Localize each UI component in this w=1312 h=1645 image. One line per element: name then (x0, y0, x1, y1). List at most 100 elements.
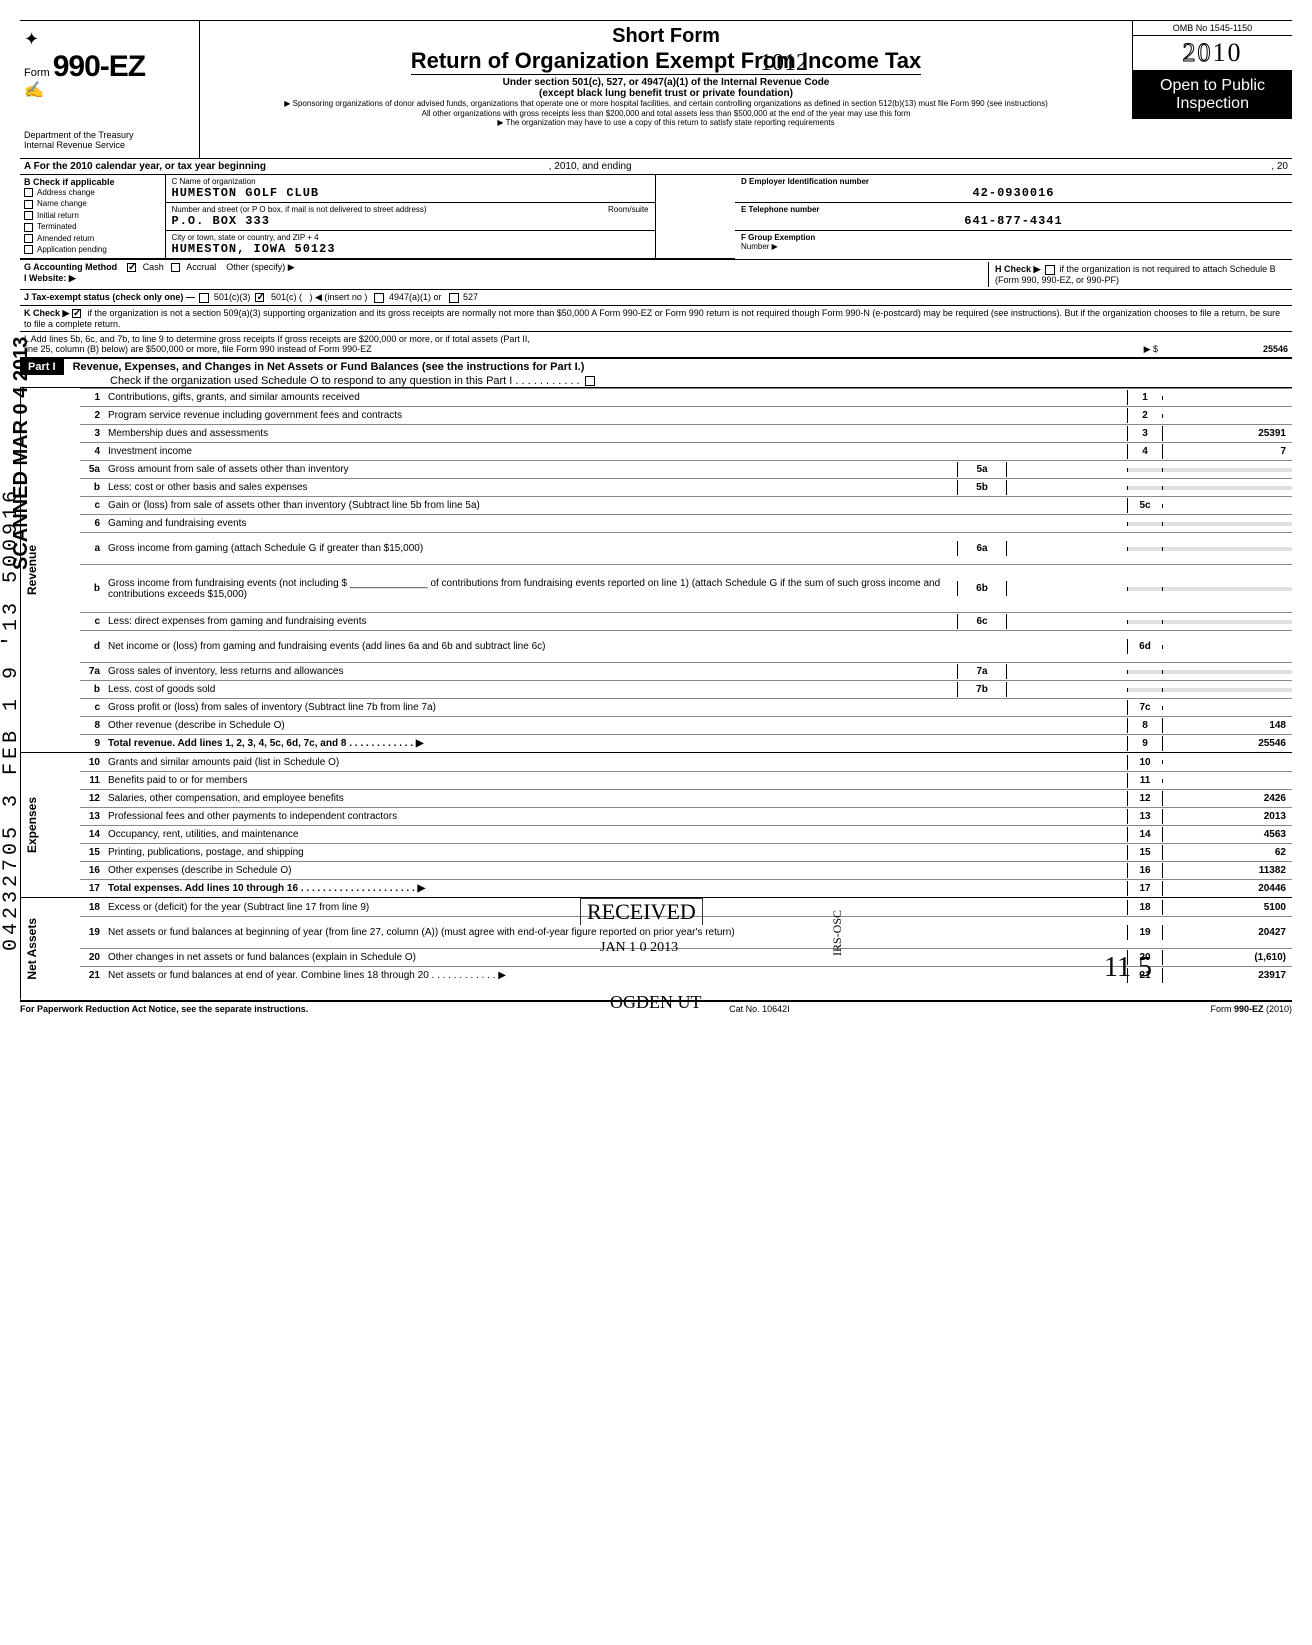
row-a-label: A For the 2010 calendar year, or tax yea… (24, 161, 266, 172)
lb7c: 7c (1127, 700, 1162, 715)
ln13: 13 (80, 811, 108, 822)
lt15: Printing, publications, postage, and shi… (108, 845, 1127, 860)
lv1 (1162, 396, 1292, 400)
checkbox-name[interactable] (24, 200, 33, 209)
ln2: 2 (80, 410, 108, 421)
lt8: Other revenue (describe in Schedule O) (108, 718, 1127, 733)
lt1: Contributions, gifts, grants, and simila… (108, 390, 1127, 405)
lt5a: Gross amount from sale of assets other t… (108, 462, 957, 477)
ln9: 9 (80, 738, 108, 749)
checkbox-terminated[interactable] (24, 223, 33, 232)
omb-cell: OMB No 1545-1150 2010 Open to Public Ins… (1132, 21, 1292, 119)
handwritten-bottom: 11 5 (1104, 952, 1152, 984)
year-prefix: 20 (1183, 38, 1213, 67)
lv6b (1162, 587, 1292, 591)
lt5c: Gain or (loss) from sale of assets other… (108, 498, 1127, 513)
lt21w: Net assets or fund balances at end of ye… (108, 968, 1127, 983)
ln4: 4 (80, 446, 108, 457)
checkbox-amended[interactable] (24, 234, 33, 243)
ln18: 18 (80, 902, 108, 913)
ln6: 6 (80, 518, 108, 529)
chk-name: Name change (37, 199, 87, 208)
open-to-public: Open to Public Inspection (1133, 71, 1292, 119)
lv10 (1162, 760, 1292, 764)
lt7c: Gross profit or (loss) from sales of inv… (108, 700, 1127, 715)
i-label: I Website: ▶ (24, 273, 76, 283)
lv8: 148 (1162, 718, 1292, 733)
checkbox-501c3[interactable] (199, 293, 209, 303)
lb7bs (1127, 688, 1162, 692)
lb17: 17 (1127, 881, 1162, 896)
checkbox-pending[interactable] (24, 245, 33, 254)
ln17: 17 (80, 883, 108, 894)
subtext-5: ▶ The organization may have to use a cop… (220, 118, 1112, 128)
ln20: 20 (80, 952, 108, 963)
expenses-label: Expenses (20, 753, 80, 897)
ein: 42-0930016 (741, 186, 1286, 200)
lv18: 5100 (1162, 900, 1292, 915)
lt17w: Total expenses. Add lines 10 through 16 … (108, 881, 1127, 896)
checkbox-4947[interactable] (374, 293, 384, 303)
checkbox-part1[interactable] (585, 376, 595, 386)
lv5c (1162, 504, 1292, 508)
section-b: B Check if applicable Address change Nam… (20, 175, 165, 259)
lv9: 25546 (1162, 736, 1292, 751)
ln10: 10 (80, 757, 108, 768)
lt14: Occupancy, rent, utilities, and maintena… (108, 827, 1127, 842)
lv6 (1162, 522, 1292, 526)
lb6 (1127, 522, 1162, 526)
lt6a: Gross income from gaming (attach Schedul… (108, 541, 957, 556)
lv5a (1162, 468, 1292, 472)
checkbox-k[interactable] (72, 309, 81, 318)
netassets-label: Net Assets (20, 898, 80, 1000)
ln1: 1 (80, 392, 108, 403)
j-opt3: 4947(a)(1) or (389, 292, 442, 302)
lv19: 20427 (1162, 925, 1292, 940)
ln15: 15 (80, 847, 108, 858)
c-label: C Name of organization (172, 177, 649, 186)
ln11: 11 (80, 775, 108, 786)
lv15: 62 (1162, 845, 1292, 860)
ln5c: c (80, 500, 108, 511)
subtitle-1: Under section 501(c), 527, or 4947(a)(1)… (220, 77, 1112, 88)
checkbox-527[interactable] (449, 293, 459, 303)
received-stamp: RECEIVED (580, 898, 703, 925)
lv12: 2426 (1162, 791, 1292, 806)
ln21: 21 (80, 970, 108, 981)
accrual-label: Accrual (186, 262, 216, 272)
lt5b: Less: cost or other basis and sales expe… (108, 480, 957, 495)
lb15: 15 (1127, 845, 1162, 860)
chk-amend: Amended return (37, 234, 94, 243)
checkbox-501c[interactable] (255, 293, 264, 302)
lv20: (1,610) (1162, 950, 1292, 965)
checkbox-accrual[interactable] (171, 263, 180, 272)
lv6d (1162, 645, 1292, 649)
ln8: 8 (80, 720, 108, 731)
revenue-section: Revenue 1Contributions, gifts, grants, a… (20, 388, 1292, 752)
j-opt1: 501(c)(3) (214, 292, 251, 302)
lt3: Membership dues and assessments (108, 426, 1127, 441)
lv7as (1162, 670, 1292, 674)
f-label2: Number ▶ (741, 242, 1286, 251)
l-value: 25546 (1158, 344, 1288, 355)
checkbox-cash[interactable] (127, 263, 136, 272)
lt2: Program service revenue including govern… (108, 408, 1127, 423)
lb18: 18 (1127, 900, 1162, 915)
checkbox-initial[interactable] (24, 211, 33, 220)
chk-term: Terminated (37, 222, 77, 231)
row-a: A For the 2010 calendar year, or tax yea… (20, 159, 1292, 175)
lt17: Total expenses. Add lines 10 through 16 (108, 883, 298, 894)
lv13: 2013 (1162, 809, 1292, 824)
lb2: 2 (1127, 408, 1162, 423)
lb6d: 6d (1127, 639, 1162, 654)
lt13: Professional fees and other payments to … (108, 809, 1127, 824)
k-text: if the organization is not a section 509… (24, 308, 1280, 329)
checkbox-address[interactable] (24, 188, 33, 197)
lb4: 4 (1127, 444, 1162, 459)
footer-left: For Paperwork Reduction Act Notice, see … (20, 1004, 308, 1014)
checkbox-h[interactable] (1045, 265, 1055, 275)
street-val: P.O. BOX 333 (172, 214, 649, 228)
room-label: Room/suite (608, 205, 648, 214)
b-header: B Check if applicable (24, 177, 161, 187)
lb5a (1127, 468, 1162, 472)
